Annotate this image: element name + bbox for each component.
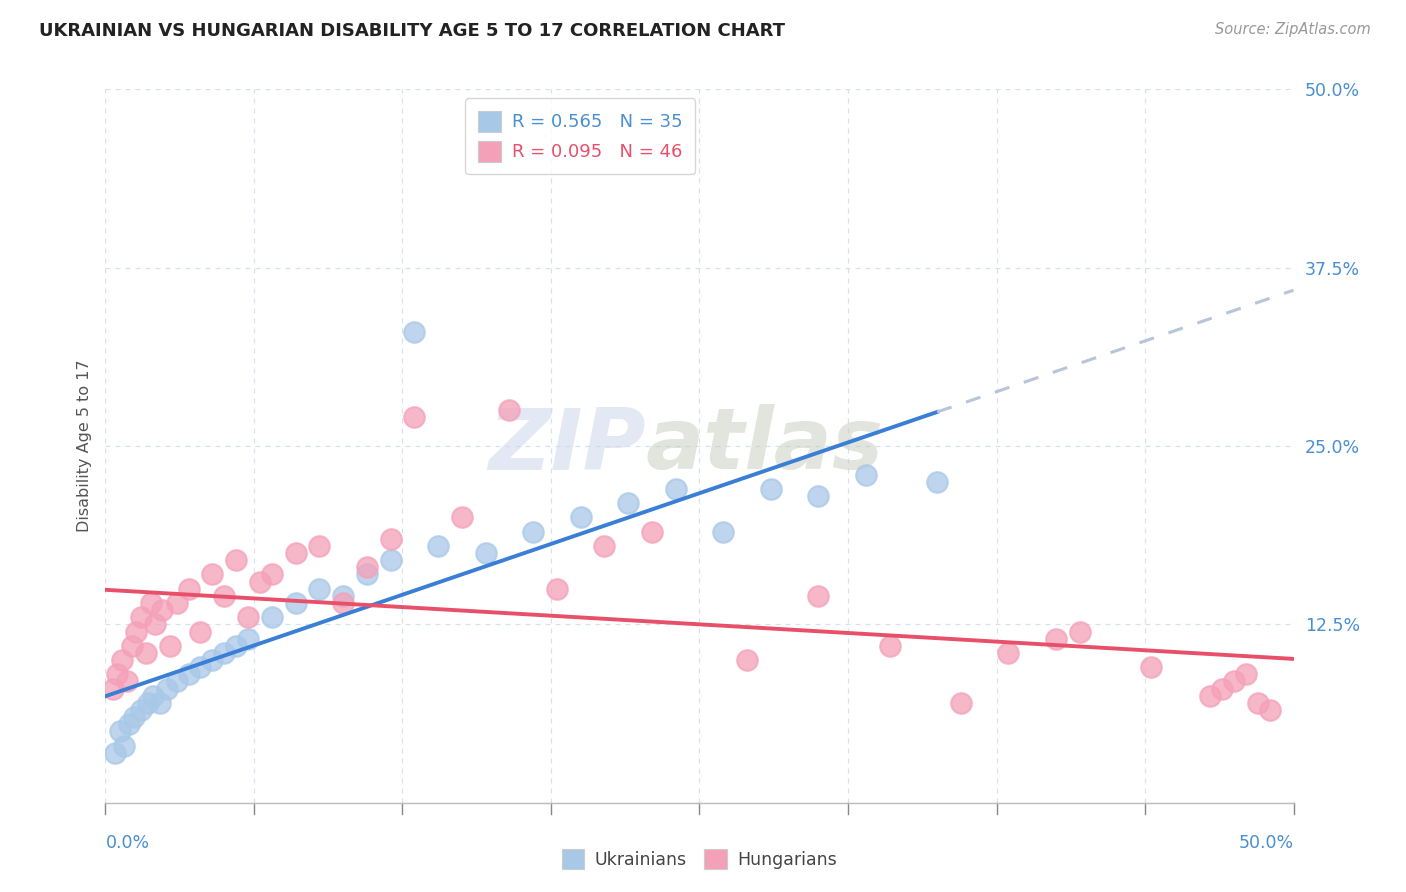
Point [236,610,259,624]
Point [236,632,259,646]
Point [101,681,124,696]
Point [1045,632,1067,646]
Point [1258,703,1281,717]
Point [142,689,165,703]
Point [260,610,283,624]
Point [225,639,247,653]
Point [149,696,172,710]
Point [152,603,174,617]
Point [159,639,181,653]
Point [121,639,143,653]
Point [214,646,236,660]
Point [122,710,145,724]
Point [1223,674,1246,689]
Point [617,496,640,510]
Legend: Ukrainians, Hungarians: Ukrainians, Hungarians [555,842,844,876]
Point [522,524,544,539]
Point [735,653,758,667]
Point [1140,660,1163,674]
Point [104,746,127,760]
Point [498,403,520,417]
Point [1069,624,1091,639]
Text: 50.0%: 50.0% [1239,834,1294,852]
Point [201,567,224,582]
Point [450,510,472,524]
Point [879,639,901,653]
Point [546,582,568,596]
Point [201,653,224,667]
Point [118,717,141,731]
Point [139,596,162,610]
Point [807,589,830,603]
Point [125,624,148,639]
Point [641,524,664,539]
Point [807,489,830,503]
Point [356,560,378,574]
Point [214,589,236,603]
Point [177,667,200,681]
Point [284,596,307,610]
Text: ZIP: ZIP [488,404,645,488]
Point [166,674,188,689]
Point [427,539,450,553]
Point [105,667,128,681]
Text: 0.0%: 0.0% [105,834,149,852]
Point [593,539,616,553]
Point [380,532,402,546]
Y-axis label: Disability Age 5 to 17: Disability Age 5 to 17 [76,359,91,533]
Point [332,596,354,610]
Point [404,325,426,339]
Point [1247,696,1270,710]
Text: Source: ZipAtlas.com: Source: ZipAtlas.com [1215,22,1371,37]
Point [156,681,179,696]
Point [114,739,136,753]
Point [284,546,307,560]
Point [225,553,247,567]
Point [136,696,159,710]
Text: atlas: atlas [645,404,884,488]
Point [711,524,734,539]
Text: UKRAINIAN VS HUNGARIAN DISABILITY AGE 5 TO 17 CORRELATION CHART: UKRAINIAN VS HUNGARIAN DISABILITY AGE 5 … [39,22,786,40]
Point [665,482,688,496]
Point [249,574,271,589]
Point [129,610,152,624]
Point [332,589,354,603]
Point [356,567,378,582]
Point [143,617,166,632]
Point [855,467,877,482]
Point [925,475,948,489]
Point [569,510,592,524]
Point [404,410,426,425]
Point [190,660,212,674]
Point [108,724,131,739]
Point [308,582,330,596]
Point [949,696,972,710]
Point [115,674,138,689]
Point [177,582,200,596]
Point [1211,681,1233,696]
Point [759,482,782,496]
Point [308,539,330,553]
Point [1199,689,1222,703]
Point [380,553,402,567]
Point [1234,667,1257,681]
Point [129,703,152,717]
Point [135,646,157,660]
Point [997,646,1019,660]
Point [190,624,212,639]
Point [166,596,188,610]
Point [111,653,134,667]
Point [260,567,283,582]
Point [474,546,496,560]
